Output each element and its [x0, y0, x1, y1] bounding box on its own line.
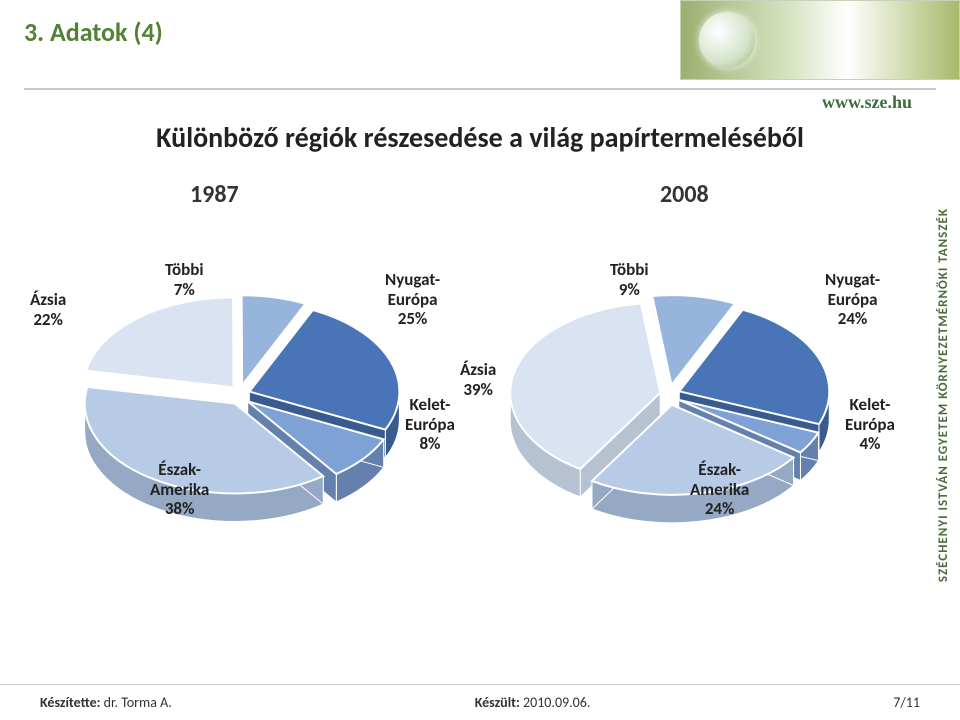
pie-label: Ázsia39% [460, 360, 496, 399]
footer-page: 7/11 [893, 694, 920, 711]
footer-author: Készítette: dr. Torma A. [40, 694, 172, 711]
pie-label: Nyugat-Európa25% [385, 270, 440, 329]
sidebar-text: SZÉCHENYI ISTVÁN EGYETEM KÖRNYEZETMÉRNÖK… [932, 120, 954, 670]
footer: Készítette: dr. Torma A. Készült: 2010.0… [0, 684, 960, 720]
pie-label: Ázsia22% [30, 290, 66, 329]
pie-1987: Nyugat-Európa25%Kelet-Európa8%Észak-Amer… [50, 300, 430, 605]
pie-label: Kelet-Európa8% [405, 395, 455, 454]
site-url: www.sze.hu [822, 92, 912, 113]
pie-label: Többi7% [165, 260, 204, 299]
pie-label: Nyugat-Európa24% [825, 270, 880, 329]
page-title: 3. Adatok (4) [24, 16, 163, 48]
pie-2008: Nyugat-Európa24%Kelet-Európa4%Észak-Amer… [480, 300, 860, 605]
year-1987: 1987 [190, 180, 239, 209]
pie-label: Észak-Amerika24% [690, 460, 749, 519]
year-2008: 2008 [660, 180, 709, 209]
pie-label: Többi9% [610, 260, 649, 299]
footer-date: Készült: 2010.09.06. [475, 694, 591, 711]
subtitle: Különböző régiók részesedése a világ pap… [0, 120, 960, 155]
divider [24, 88, 936, 90]
pie-label: Kelet-Európa4% [845, 395, 895, 454]
pie-label: Észak-Amerika38% [150, 460, 209, 519]
globe-icon [699, 12, 755, 68]
